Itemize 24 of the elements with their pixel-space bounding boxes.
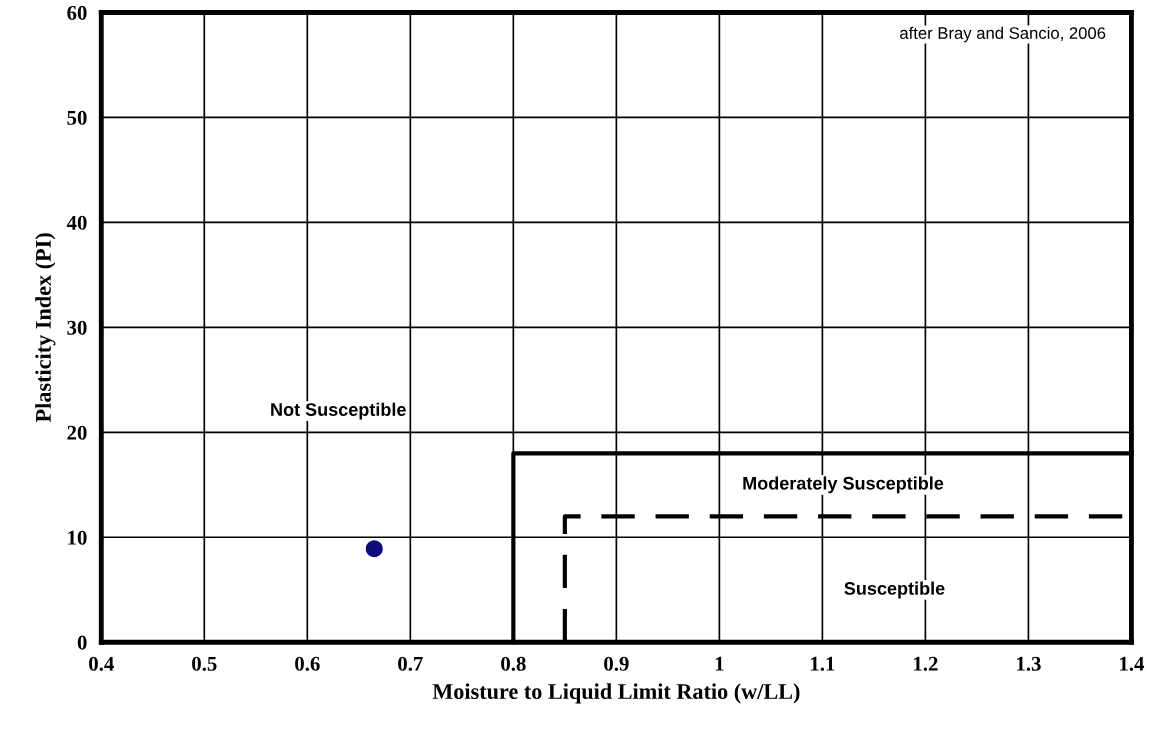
y-tick-label: 10	[68, 530, 87, 545]
x-tick-label: 1.1	[811, 656, 835, 671]
y-tick-label: 0	[77, 635, 87, 650]
x-tick-label: 0.7	[398, 656, 423, 671]
annotation: Moderately Susceptible	[743, 476, 944, 494]
x-tick-label: 0.9	[604, 656, 629, 671]
x-tick-label: 1.4	[1120, 656, 1145, 671]
y-tick-label: 50	[67, 110, 87, 125]
x-tick-label: 0.8	[501, 656, 526, 671]
x-tick-label: 1	[715, 656, 724, 671]
x-axis-title: Moisture to Liquid Limit Ratio (w/LL)	[432, 683, 800, 704]
annotation: after Bray and Sancio, 2006	[900, 26, 1106, 43]
y-tick-label: 40	[66, 215, 87, 230]
y-tick-label: 30	[67, 320, 87, 335]
y-tick-label: 20	[67, 425, 87, 440]
x-tick-label: 1.3	[1017, 656, 1041, 671]
y-axis-title: Plasticity Index (PI)	[35, 233, 56, 423]
annotation: Not Susceptible	[271, 402, 406, 420]
x-tick-label: 0.6	[295, 656, 320, 671]
x-tick-label: 0.4	[89, 656, 114, 671]
annotation: Susceptible	[844, 581, 945, 599]
x-tick-label: 0.5	[192, 656, 217, 671]
x-tick-label: 1.2	[914, 656, 938, 671]
y-tick-label: 60	[67, 5, 87, 20]
